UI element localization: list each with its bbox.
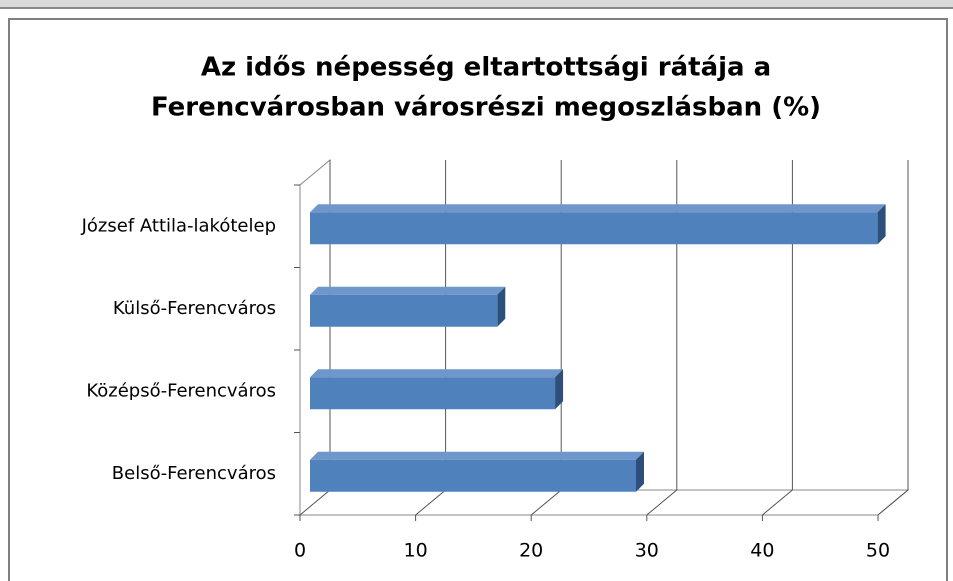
x-tick-label: 0 bbox=[294, 540, 306, 562]
x-tick-label: 50 bbox=[866, 540, 890, 562]
y-tick-label: Külső-Ferencváros bbox=[113, 298, 276, 319]
grid-line bbox=[762, 160, 793, 516]
bar bbox=[310, 369, 564, 410]
bar-top bbox=[310, 451, 644, 460]
bar-side bbox=[877, 204, 886, 245]
grid-line bbox=[877, 160, 909, 516]
y-tick-label: Középső-Ferencváros bbox=[86, 380, 276, 401]
bar-front bbox=[310, 377, 556, 410]
bar-top bbox=[310, 204, 886, 213]
bar-side bbox=[497, 286, 506, 327]
bar-side bbox=[635, 451, 644, 492]
top-bar bbox=[0, 0, 953, 8]
grid-line bbox=[646, 160, 678, 516]
bar bbox=[310, 451, 644, 492]
x-tick-label: 30 bbox=[635, 540, 659, 562]
bar bbox=[310, 286, 506, 327]
chart-title: Ferencvárosban városrészi megoszlásban (… bbox=[151, 93, 821, 123]
bar-top bbox=[310, 369, 564, 378]
bar bbox=[310, 204, 886, 245]
bar-side bbox=[555, 369, 564, 410]
x-tick-label: 40 bbox=[750, 540, 774, 562]
bar-front bbox=[310, 294, 498, 327]
bar-front bbox=[310, 459, 636, 492]
bar-front bbox=[310, 212, 878, 245]
bar-top bbox=[310, 286, 506, 295]
y-tick-label: József Attila-lakótelep bbox=[81, 215, 276, 236]
y-tick-label: Belső-Ferencváros bbox=[112, 463, 276, 484]
x-tick-label: 10 bbox=[404, 540, 428, 562]
chart-title: Az idős népesség eltartottsági rátája a bbox=[201, 53, 771, 83]
x-tick-label: 20 bbox=[519, 540, 543, 562]
